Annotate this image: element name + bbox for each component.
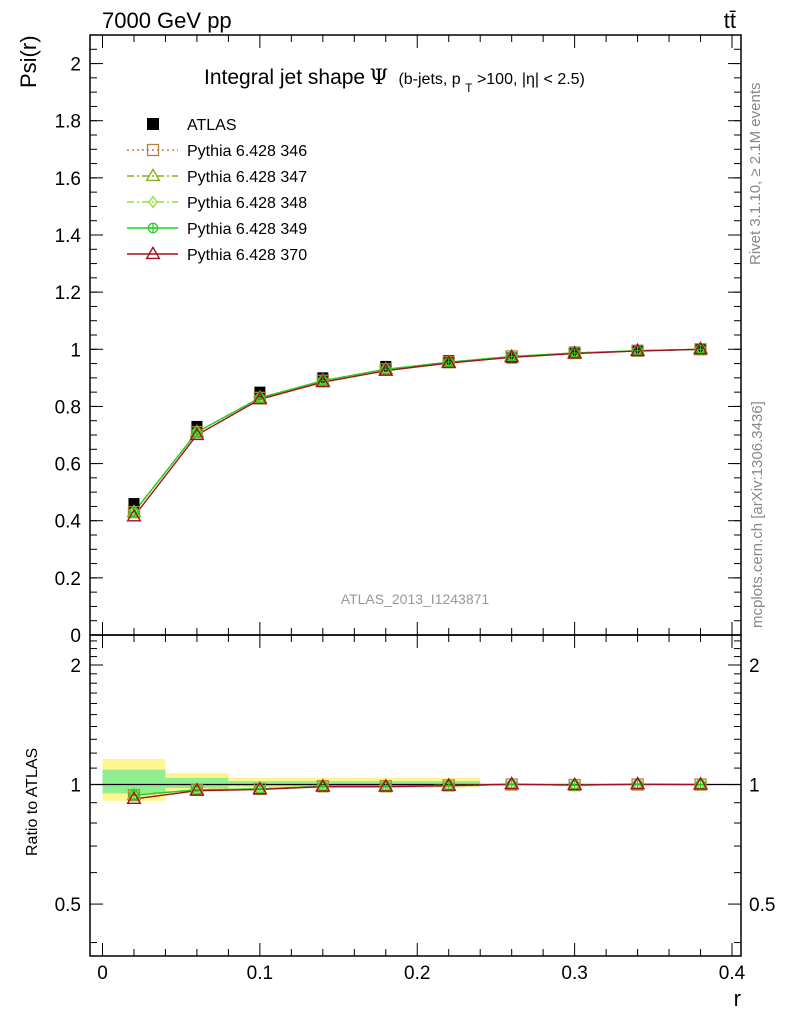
series-marker-p370 (126, 508, 142, 522)
main-ytick-label: 1.4 (55, 226, 82, 247)
ratio-ytick-label: 2 (70, 656, 81, 677)
title-detail-suffix: >100, |η| < 2.5) (477, 71, 585, 88)
ratio-marker-p370 (189, 782, 205, 796)
ratio-ylabel: Ratio to ATLAS (24, 748, 41, 856)
legend-marker-p370 (145, 245, 161, 260)
title-symbol: Ψ (370, 65, 388, 89)
title-main: Integral jet shape (204, 66, 365, 89)
ratio-ytick-label: 0.5 (55, 895, 81, 916)
main-plot-marks (126, 341, 709, 522)
main-title: Integral jet shape Ψ (b-jets, p T >100, … (204, 65, 585, 96)
series-marker-p370 (189, 426, 205, 441)
main-ytick-label: 0 (70, 626, 81, 647)
series-line-p349 (133, 348, 701, 513)
header-left: 7000 GeV pp (102, 8, 232, 33)
ratio-marker-p370 (252, 781, 268, 795)
ratio-ytick-label-right: 2 (749, 656, 760, 677)
main-panel: 0 0.2 0.4 0.6 0.8 1 1.2 1.4 1.6 1.8 2 Psi(r) Integ… (16, 34, 742, 647)
main-ytick-label: 0.4 (55, 512, 82, 533)
ratio-xtick-label: 0.2 (404, 963, 430, 984)
series-marker-p370 (504, 349, 520, 363)
legend-atlas-marker (147, 118, 159, 130)
ratio-line-p370 (133, 783, 701, 800)
main-axis-ticks: 0 0.2 0.4 0.6 0.8 1 1.2 1.4 1.6 1.8 2 (55, 35, 741, 647)
ratio-ytick-label: 1 (70, 776, 81, 797)
ratio-marker-p370 (630, 776, 646, 790)
title-detail-sub: T (465, 81, 473, 95)
ratio-axis-ticks: 0.5 0.5 1 1 2 2 0 0.1 0.2 0.3 0.4 (55, 635, 775, 984)
ratio-xtick-label: 0.3 (561, 963, 587, 984)
legend-atlas-label: ATLAS (187, 117, 237, 134)
band-green (102, 769, 166, 794)
ratio-ytick-label-right: 1 (749, 776, 760, 797)
series-marker-p370 (252, 391, 268, 405)
ratio-marker-p370 (504, 776, 520, 790)
legend-marker-p347 (145, 167, 161, 182)
legend-marker-p348 (148, 195, 158, 209)
ratio-marker-p370 (692, 776, 709, 790)
main-ytick-label: 0.8 (55, 397, 81, 418)
ratio-xlabel: r (734, 986, 741, 1011)
ratio-panel: 0.5 0.5 1 1 2 2 0 0.1 0.2 0.3 0.4 Ratio to ATLAS r (24, 634, 775, 1011)
series-marker-p370 (567, 345, 583, 359)
ratio-frame (89, 634, 742, 957)
series-line-p346 (133, 348, 701, 513)
main-ytick-label: 0.6 (55, 455, 81, 476)
legend-label-p346: Pythia 6.428 346 (187, 143, 307, 160)
main-ytick-label: 0.2 (55, 569, 81, 590)
series-line-p348 (133, 348, 701, 513)
legend-label-p348: Pythia 6.428 348 (187, 195, 307, 212)
ratio-marker-p370 (378, 778, 394, 792)
ratio-plot-marks (126, 776, 709, 805)
atlas-data-point (128, 498, 140, 510)
series-marker-p348 (129, 505, 139, 519)
legend-marker-p349 (147, 222, 159, 234)
ratio-xtick-label: 0.4 (719, 963, 746, 984)
series-marker-p370 (692, 341, 709, 355)
legend-label-p347: Pythia 6.428 347 (187, 169, 307, 186)
ratio-ytick-label-right: 0.5 (749, 895, 775, 916)
main-ytick-label: 1 (70, 340, 81, 361)
legend-label-p349: Pythia 6.428 349 (187, 221, 307, 238)
series-marker-p348 (192, 425, 202, 439)
series-marker-p370 (630, 342, 646, 357)
watermark: ATLAS_2013_I1243871 (341, 591, 490, 607)
title-detail-prefix: (b-jets, p (398, 71, 460, 88)
main-ytick-label: 1.6 (55, 169, 81, 190)
ratio-marker-p370 (441, 777, 457, 791)
ratio-marker-p370 (567, 777, 583, 791)
series-marker-p370 (315, 374, 331, 388)
series-marker-p370 (441, 354, 457, 369)
header-right: tt̄ (724, 8, 736, 33)
main-ytick-label: 2 (70, 55, 81, 76)
ratio-marker-p370 (126, 790, 142, 805)
series-line-p347 (133, 348, 701, 513)
series-line-p370 (133, 348, 701, 517)
main-ytick-label: 1.8 (55, 112, 81, 133)
series-marker-p370 (378, 362, 394, 376)
main-ylabel: Psi(r) (16, 35, 41, 88)
legend-label-p370: Pythia 6.428 370 (187, 247, 307, 264)
ratio-xtick-label: 0 (97, 963, 108, 984)
main-ytick-label: 1.2 (55, 283, 81, 304)
ratio-marker-p370 (315, 778, 331, 792)
mcplots-text: mcplots.cern.ch [arXiv:1306.3436] (749, 401, 766, 628)
ratio-marker-p348 (129, 788, 139, 802)
legend: ATLAS Pythia 6.428 346 Pythia 6.428 347 Pyt… (127, 117, 307, 264)
rivet-version-text: Rivet 3.1.10, ≥ 2.1M events (747, 83, 764, 266)
ratio-xtick-label: 0.1 (247, 963, 273, 984)
legend-marker-p346 (146, 143, 160, 157)
